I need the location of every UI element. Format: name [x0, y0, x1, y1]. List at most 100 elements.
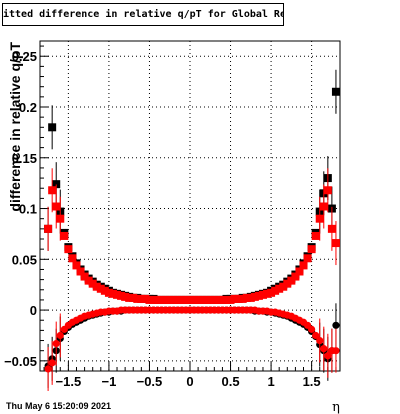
data-point-square [323, 186, 332, 195]
data-point-square [206, 295, 215, 304]
data-point-square [52, 202, 61, 211]
data-point-square [145, 295, 154, 304]
x-axis-label: η [332, 400, 340, 414]
timestamp: Thu May 6 15:20:09 2021 [6, 401, 112, 411]
data-point-square [186, 295, 194, 304]
data-point-square [157, 295, 166, 304]
data-point-square [267, 288, 276, 297]
data-point-square [214, 295, 223, 304]
data-point-square [133, 294, 142, 303]
data-point-square [327, 224, 336, 233]
data-point-square [275, 284, 284, 293]
data-point-square [307, 245, 316, 254]
data-point-square [263, 289, 272, 298]
data-point-square [149, 295, 158, 304]
data-point-square [202, 295, 211, 304]
data-point-square [113, 290, 122, 299]
data-point-square [76, 267, 85, 276]
y-tick-label: 0.15 [12, 151, 37, 166]
data-point-square [311, 231, 320, 240]
data-point-square [177, 295, 186, 304]
data-point-square [52, 180, 61, 189]
data-point-square [121, 292, 130, 301]
data-point-square [246, 293, 255, 302]
data-point-square [254, 291, 263, 300]
data-point-square [60, 231, 69, 240]
data-point-square [291, 272, 300, 281]
data-point-square [218, 295, 227, 304]
data-point-square [44, 224, 53, 233]
data-point-square [299, 261, 308, 270]
data-point-square [92, 282, 101, 291]
y-tick-label: 0.2 [19, 100, 37, 115]
data-point-square [88, 279, 97, 288]
data-point-circle [308, 325, 316, 333]
data-point-circle [48, 359, 56, 367]
data-point-square [319, 202, 328, 211]
x-tick-label: 0.5 [222, 374, 240, 389]
data-point-square [56, 214, 65, 223]
data-point-circle [52, 339, 60, 348]
data-point-square [169, 295, 178, 304]
data-point-square [165, 295, 174, 304]
data-point-circle [56, 331, 64, 340]
data-point-square [100, 286, 109, 295]
data-point-square [104, 288, 113, 297]
data-point-square [230, 294, 239, 303]
data-point-square [64, 245, 73, 254]
data-point-square [141, 294, 150, 303]
x-tick-label: 0 [186, 374, 193, 389]
data-point-square [250, 292, 259, 301]
data-point-square [315, 214, 324, 223]
data-point-square [173, 295, 182, 304]
data-point-square [287, 276, 296, 285]
data-point-square [226, 295, 235, 304]
data-point-square [271, 286, 280, 295]
data-point-square [279, 282, 288, 291]
data-point-square [68, 254, 77, 263]
data-point-square [303, 254, 312, 263]
data-point-square [283, 279, 292, 288]
data-point-square [258, 290, 267, 299]
data-point-square [331, 239, 340, 248]
data-point-circle [44, 365, 52, 373]
data-point-circle [312, 331, 320, 340]
data-point-square [198, 295, 207, 304]
y-tick-label: 0.1 [19, 202, 37, 217]
data-point-square [48, 123, 57, 132]
y-axis-label: difference in relative q/pT [7, 42, 23, 212]
y-tick-label: 0.05 [12, 252, 37, 267]
data-point-square [129, 293, 138, 302]
data-point-square [238, 294, 247, 303]
data-point-square [181, 295, 190, 304]
data-point-square [210, 295, 219, 304]
data-point-square [234, 294, 243, 303]
data-point-circle [320, 345, 328, 353]
data-point-square [48, 186, 57, 195]
data-point-square [125, 293, 134, 302]
y-tick-label: 0 [30, 303, 37, 318]
x-tick-label: −1 [102, 374, 117, 389]
chart-title: itted difference in relative q/pT for Gl… [2, 3, 284, 26]
data-point-square [331, 87, 340, 96]
data-point-circle [324, 352, 332, 360]
x-tick-label: −1.5 [56, 374, 82, 389]
data-point-square [80, 272, 89, 281]
data-point-square [108, 289, 117, 298]
x-tick-label: 1 [267, 374, 274, 389]
data-point-square [96, 284, 105, 293]
data-point-square [117, 291, 126, 300]
y-tick-label: −0.05 [4, 354, 37, 369]
data-point-square [84, 276, 93, 285]
data-point-circle [316, 336, 324, 345]
data-point-square [72, 261, 81, 270]
data-point-square [242, 293, 251, 302]
data-point-circle [332, 321, 340, 329]
data-point-square [137, 294, 146, 303]
data-point-square [153, 295, 162, 304]
data-point-square [295, 267, 304, 276]
y-tick-label: 0.25 [12, 49, 37, 64]
x-tick-label: 1.5 [303, 374, 321, 389]
data-point-square [194, 295, 203, 304]
